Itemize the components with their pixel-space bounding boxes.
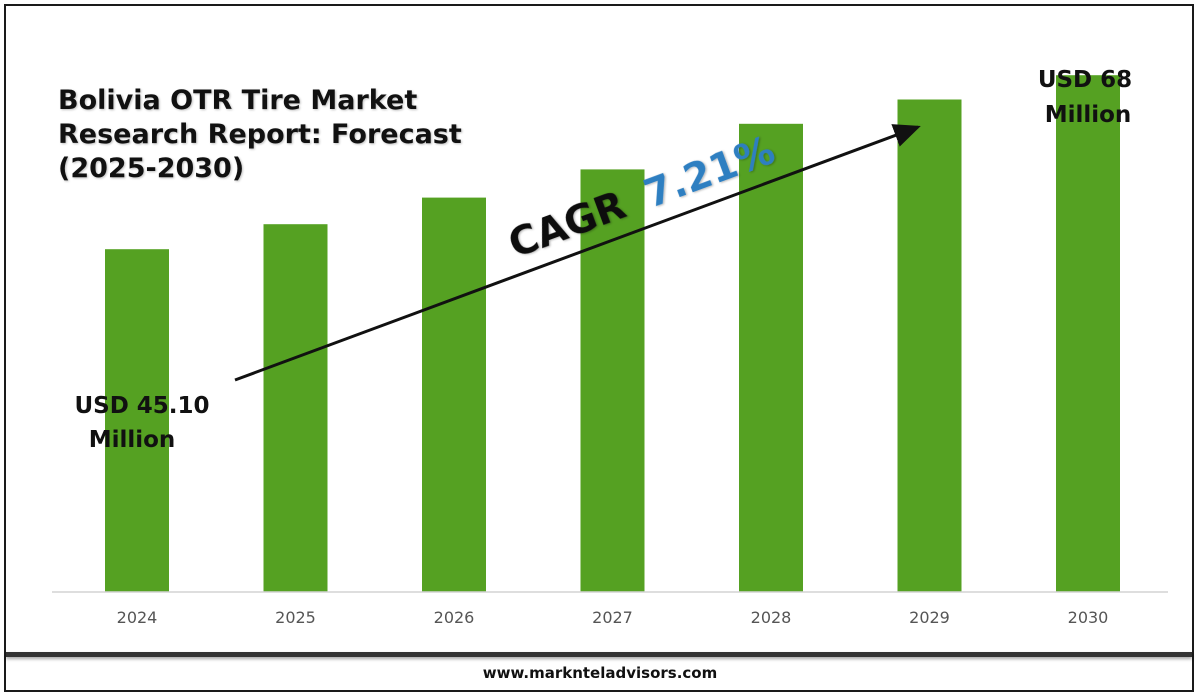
end-value-line-1: USD 68	[1038, 67, 1132, 93]
title-line-3: (2025-2030)	[58, 153, 245, 184]
start-value-label: USD 45.10 Million	[74, 393, 209, 453]
footer-url[interactable]: www.marknteladvisors.com	[482, 664, 718, 682]
footer-divider	[6, 652, 1192, 657]
bar-2025	[263, 224, 328, 592]
title-line-1: Bolivia OTR Tire Market	[58, 85, 418, 116]
bar-2028	[739, 123, 803, 593]
cagr-arrow	[234, 124, 921, 382]
end-value-line-2: Million	[1045, 102, 1132, 128]
x-tick-2028: 2028	[751, 608, 792, 627]
x-tick-2026: 2026	[434, 608, 475, 627]
start-value-line-2: Million	[89, 427, 176, 453]
start-value-line-1: USD 45.10	[74, 393, 209, 419]
x-tick-2025: 2025	[275, 608, 316, 627]
end-value-label: USD 68 Million	[1038, 67, 1132, 128]
title-line-2: Research Report: Forecast	[58, 119, 462, 150]
bar-2024	[105, 249, 169, 592]
chart-title: Bolivia OTR Tire Market Research Report:…	[58, 84, 518, 186]
bar-2029	[897, 99, 962, 592]
x-tick-labels: 2024 2025 2026 2027 2028 2029 2030	[117, 608, 1109, 627]
bars-group	[105, 75, 1120, 593]
bar-2026	[422, 197, 486, 592]
x-tick-2029: 2029	[909, 608, 950, 627]
x-tick-2027: 2027	[592, 608, 633, 627]
bar-2030	[1056, 75, 1120, 592]
x-tick-2024: 2024	[117, 608, 158, 627]
x-tick-2030: 2030	[1068, 608, 1109, 627]
